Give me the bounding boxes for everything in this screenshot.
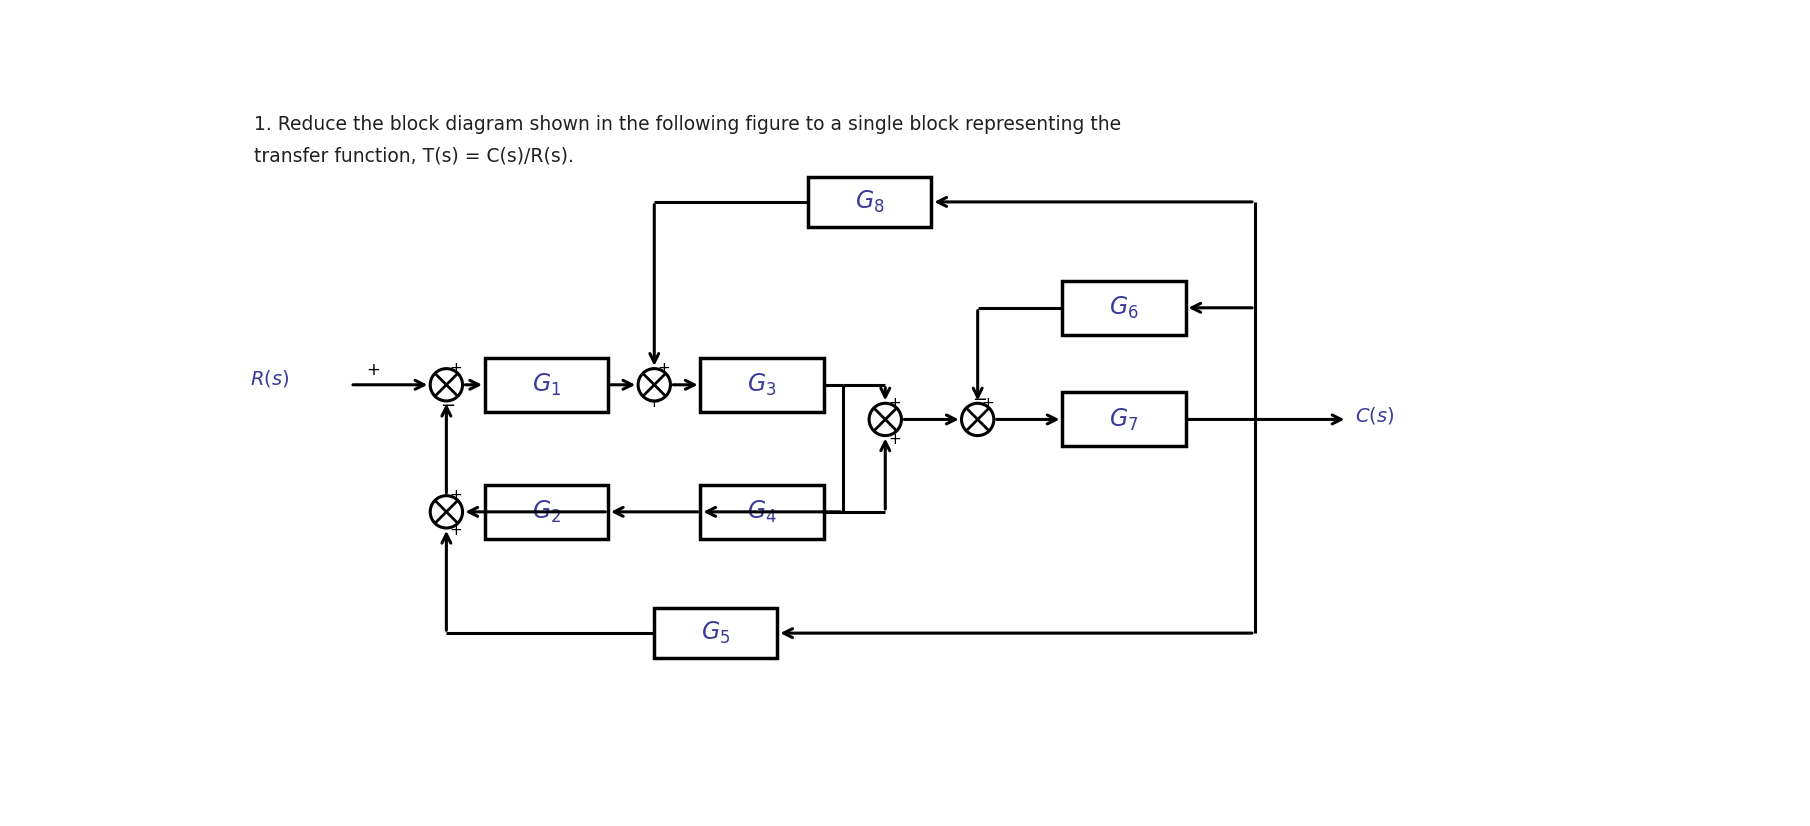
FancyBboxPatch shape xyxy=(485,485,608,539)
FancyBboxPatch shape xyxy=(809,177,932,227)
Text: $G_1$: $G_1$ xyxy=(532,372,561,398)
Text: $R(s)$: $R(s)$ xyxy=(250,368,290,389)
FancyBboxPatch shape xyxy=(653,608,778,658)
Text: $G_5$: $G_5$ xyxy=(700,620,731,646)
Text: $+$: $+$ xyxy=(889,432,901,447)
Text: $G_4$: $G_4$ xyxy=(748,499,776,525)
Text: $-$: $-$ xyxy=(440,396,456,414)
FancyBboxPatch shape xyxy=(700,485,824,539)
Text: $+$: $+$ xyxy=(449,523,463,538)
Text: $-$: $-$ xyxy=(972,388,986,406)
Text: $+$: $+$ xyxy=(366,361,380,379)
Text: $G_3$: $G_3$ xyxy=(748,372,776,398)
FancyBboxPatch shape xyxy=(1062,392,1186,446)
Text: $+$: $+$ xyxy=(449,488,463,503)
Text: $G_6$: $G_6$ xyxy=(1110,295,1138,320)
Text: $G_2$: $G_2$ xyxy=(532,499,561,525)
Text: transfer function, T(s) = C(s)/R(s).: transfer function, T(s) = C(s)/R(s). xyxy=(253,146,574,165)
Circle shape xyxy=(431,496,463,528)
FancyBboxPatch shape xyxy=(1062,281,1186,335)
Text: $+$: $+$ xyxy=(889,396,901,411)
Text: $+$: $+$ xyxy=(981,396,994,411)
Text: $C(s)$: $C(s)$ xyxy=(1356,405,1394,426)
Circle shape xyxy=(431,368,463,401)
Text: 1. Reduce the block diagram shown in the following figure to a single block repr: 1. Reduce the block diagram shown in the… xyxy=(253,116,1120,135)
Circle shape xyxy=(869,403,901,435)
FancyBboxPatch shape xyxy=(485,358,608,411)
FancyBboxPatch shape xyxy=(700,358,824,411)
Text: $+$: $+$ xyxy=(657,361,670,376)
Text: $G_8$: $G_8$ xyxy=(854,189,885,215)
Circle shape xyxy=(639,368,670,401)
Text: $G_7$: $G_7$ xyxy=(1110,406,1138,433)
Text: $+$: $+$ xyxy=(449,361,463,376)
Text: $+$: $+$ xyxy=(646,395,659,411)
Circle shape xyxy=(961,403,994,435)
